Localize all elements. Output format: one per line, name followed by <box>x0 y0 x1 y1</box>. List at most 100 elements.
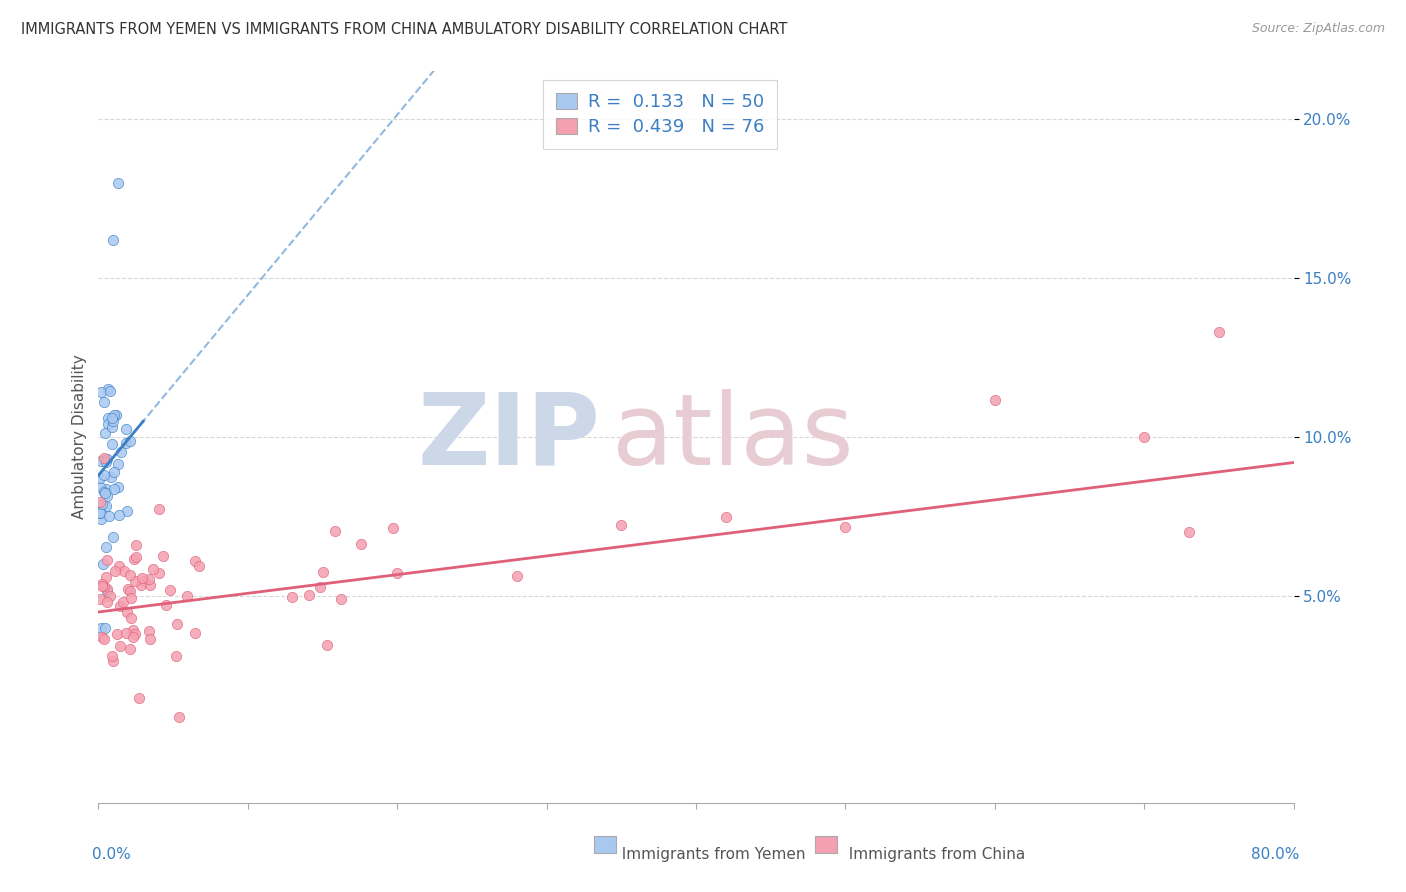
Point <box>120 641 142 656</box>
Point <box>112 595 135 609</box>
Point <box>385 566 408 581</box>
Point <box>108 559 131 574</box>
Point <box>166 617 188 632</box>
Point <box>118 583 141 598</box>
Point <box>93 579 115 593</box>
Point <box>90 631 112 645</box>
Point <box>122 630 145 644</box>
Point <box>330 592 353 607</box>
Point <box>101 530 124 544</box>
Point <box>89 480 111 494</box>
Point <box>124 627 146 641</box>
Point <box>183 554 205 568</box>
Point <box>120 611 142 625</box>
Text: 0.0%: 0.0% <box>93 847 131 862</box>
Point <box>101 414 124 428</box>
Point <box>96 489 118 503</box>
Point <box>115 626 138 640</box>
Point <box>105 409 128 423</box>
Point <box>101 411 124 425</box>
Point <box>118 434 141 448</box>
Point <box>101 654 124 668</box>
Point <box>94 453 117 467</box>
Point <box>96 582 118 596</box>
Point <box>167 710 190 724</box>
Point <box>101 437 124 451</box>
Point <box>165 649 187 664</box>
Text: 80.0%: 80.0% <box>1251 847 1299 862</box>
Point <box>94 499 117 513</box>
Point <box>90 576 112 591</box>
Point <box>89 591 111 606</box>
Point <box>97 411 120 425</box>
Text: atlas: atlas <box>613 389 853 485</box>
Point <box>94 455 117 469</box>
Point <box>93 467 115 482</box>
Point <box>98 589 121 603</box>
Point <box>93 632 115 646</box>
Point <box>124 574 146 588</box>
FancyBboxPatch shape <box>815 837 837 853</box>
Point <box>115 422 138 436</box>
Point <box>188 558 211 573</box>
Point <box>129 578 152 592</box>
Point <box>107 457 129 471</box>
Point <box>97 382 120 396</box>
Point <box>90 497 112 511</box>
Point <box>117 605 139 619</box>
Point <box>298 588 321 602</box>
Point <box>105 627 128 641</box>
Point <box>98 384 121 398</box>
Point <box>138 632 160 647</box>
Point <box>139 578 162 592</box>
Point <box>131 571 153 585</box>
Text: Immigrants from China: Immigrants from China <box>839 847 1025 862</box>
Point <box>89 506 111 520</box>
Point <box>382 521 405 535</box>
Point <box>142 562 165 576</box>
Point <box>103 233 125 247</box>
Point <box>91 558 114 572</box>
Point <box>89 494 111 508</box>
Point <box>176 589 198 603</box>
Point <box>350 537 373 551</box>
Point <box>1178 524 1201 539</box>
Text: ZIP: ZIP <box>418 389 600 485</box>
Point <box>103 466 125 480</box>
Point <box>96 570 118 584</box>
Legend: R =  0.133   N = 50, R =  0.439   N = 76: R = 0.133 N = 50, R = 0.439 N = 76 <box>543 80 778 148</box>
Point <box>984 392 1007 407</box>
Point <box>93 450 115 465</box>
Point <box>108 640 131 654</box>
Point <box>1208 325 1230 339</box>
Point <box>118 568 141 582</box>
Text: IMMIGRANTS FROM YEMEN VS IMMIGRANTS FROM CHINA AMBULATORY DISABILITY CORRELATION: IMMIGRANTS FROM YEMEN VS IMMIGRANTS FROM… <box>21 22 787 37</box>
Point <box>610 518 633 533</box>
Point <box>96 540 118 554</box>
Point <box>309 580 332 594</box>
Point <box>90 454 112 468</box>
Point <box>93 425 115 440</box>
Point <box>90 512 112 526</box>
Point <box>98 509 121 524</box>
Point <box>96 595 118 609</box>
Point <box>89 471 111 485</box>
Point <box>103 483 125 497</box>
Point <box>114 436 136 450</box>
Point <box>104 564 127 578</box>
FancyBboxPatch shape <box>595 837 616 853</box>
Point <box>138 624 160 639</box>
Point <box>122 623 145 637</box>
Point <box>124 552 146 566</box>
Point <box>100 420 122 434</box>
Point <box>148 502 170 516</box>
Point <box>90 621 112 635</box>
Point <box>96 584 118 599</box>
Point <box>89 505 111 519</box>
Point <box>125 550 148 565</box>
Point <box>94 483 117 497</box>
Y-axis label: Ambulatory Disability: Ambulatory Disability <box>72 355 87 519</box>
Point <box>108 508 131 523</box>
Point <box>96 451 118 466</box>
Point <box>112 564 135 578</box>
